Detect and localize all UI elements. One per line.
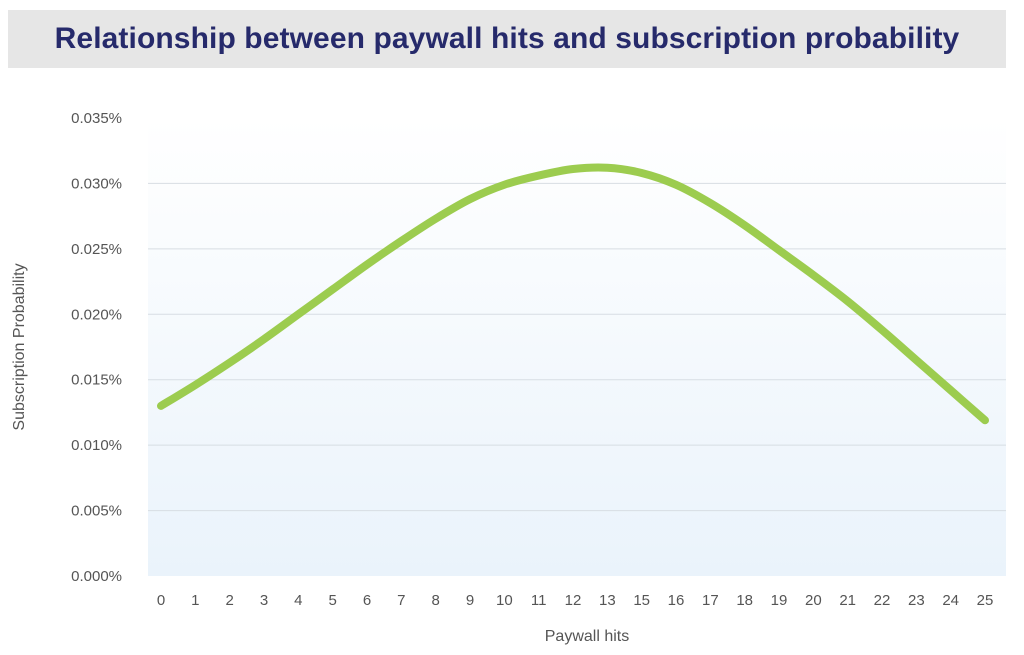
x-tick-label: 8 — [431, 592, 439, 609]
y-tick-label: 0.010% — [71, 437, 122, 454]
x-tick-label: 25 — [977, 592, 994, 609]
x-tick-label: 4 — [294, 592, 302, 609]
x-tick-label: 7 — [397, 592, 405, 609]
chart-title: Relationship between paywall hits and su… — [54, 22, 960, 55]
series-line — [157, 163, 989, 425]
x-tick-label: 13 — [599, 592, 616, 609]
x-axis-ticks: 0 1 2 3 4 5 6 7 8 9 10 11 12 13 15 16 17 18 19 20 21 22 23 24 25 — [157, 592, 994, 609]
x-tick-label: 9 — [466, 592, 474, 609]
x-tick-label: 19 — [771, 592, 788, 609]
x-tick-label: 21 — [839, 592, 856, 609]
x-tick-label: 3 — [260, 592, 268, 609]
x-tick-label: 20 — [805, 592, 822, 609]
x-tick-label: 10 — [496, 592, 513, 609]
y-axis-ticks: 0.000% 0.005% 0.010% 0.015% 0.020% 0.025% 0.03… — [71, 110, 122, 585]
x-tick-label: 24 — [942, 592, 959, 609]
series-layer — [157, 163, 989, 425]
y-tick-label: 0.035% — [71, 110, 122, 127]
x-tick-label: 0 — [157, 592, 165, 609]
x-tick-label: 23 — [908, 592, 925, 609]
x-tick-label: 15 — [633, 592, 650, 609]
y-tick-label: 0.015% — [71, 372, 122, 389]
x-tick-label: 16 — [668, 592, 685, 609]
x-tick-label: 11 — [531, 592, 547, 609]
y-tick-label: 0.020% — [71, 306, 122, 323]
y-tick-label: 0.025% — [71, 241, 122, 258]
y-axis-label: Subscription Probability — [11, 263, 28, 430]
x-tick-label: 12 — [565, 592, 582, 609]
x-tick-label: 2 — [225, 592, 233, 609]
x-tick-label: 22 — [874, 592, 891, 609]
x-tick-label: 18 — [736, 592, 753, 609]
x-tick-label: 5 — [328, 592, 336, 609]
x-tick-label: 17 — [702, 592, 719, 609]
x-tick-label: 6 — [363, 592, 371, 609]
title-banner: Relationship between paywall hits and su… — [8, 10, 1006, 68]
plot-area — [148, 118, 1006, 576]
y-tick-label: 0.030% — [71, 175, 122, 192]
y-tick-label: 0.005% — [71, 503, 122, 520]
x-axis-label: Paywall hits — [545, 628, 629, 645]
y-tick-label: 0.000% — [71, 568, 122, 585]
x-tick-label: 1 — [191, 592, 199, 609]
